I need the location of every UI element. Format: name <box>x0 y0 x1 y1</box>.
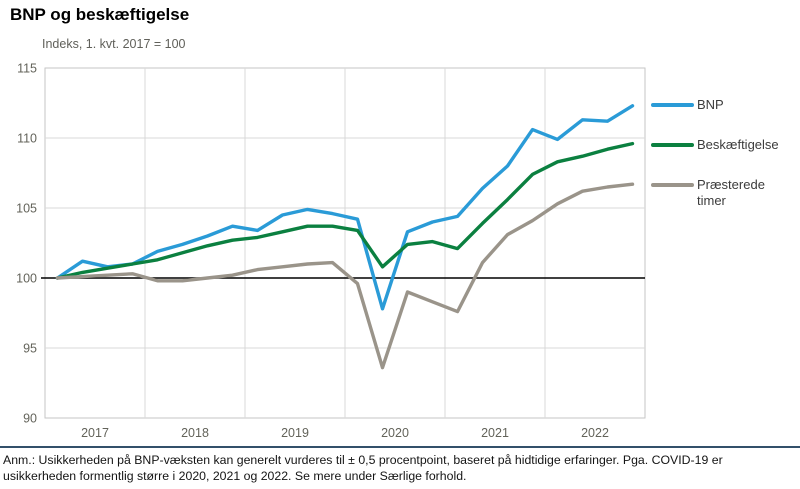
x-tick-label-2020: 2020 <box>381 426 409 440</box>
y-tick-label-115: 115 <box>17 62 37 76</box>
legend-item-praesterede-timer: Præsterede timer <box>651 177 783 209</box>
x-tick-label-2022: 2022 <box>581 426 609 440</box>
y-tick-label-100: 100 <box>16 272 37 286</box>
y-tick-label-95: 95 <box>23 342 37 356</box>
chart-subtitle: Indeks, 1. kvt. 2017 = 100 <box>42 37 186 51</box>
y-tick-label-110: 110 <box>17 132 37 146</box>
page-title: BNP og beskæftigelse <box>10 5 190 24</box>
y-tick-label-90: 90 <box>23 412 37 426</box>
footer-divider <box>0 446 800 448</box>
legend-item-bnp: BNP <box>651 97 783 113</box>
chart-svg: 90 95 100 105 110 115 2017 2018 2019 2020 2021 2022 <box>16 62 646 440</box>
bnp-line-swatch <box>651 103 694 107</box>
legend-label-praesterede-timer: Præsterede timer <box>697 177 765 208</box>
x-tick-label-2019: 2019 <box>281 426 309 440</box>
legend-label-beskaeftigelse: Beskæftigelse <box>697 137 779 152</box>
x-tick-label-2018: 2018 <box>181 426 209 440</box>
series-line-1 <box>55 141 635 280</box>
beskaeftigelse-line-swatch <box>651 143 694 147</box>
y-tick-label-105: 105 <box>16 202 37 216</box>
footnote-line-2: er usikkerheden formentlig større i 2020… <box>3 453 723 483</box>
series-line-2 <box>55 182 635 370</box>
legend-item-beskaeftigelse: Beskæftigelse <box>651 137 783 153</box>
praesterede-timer-line-swatch <box>651 183 694 187</box>
chart-footnote: Anm.: Usikkerheden på BNP-væksten kan ge… <box>3 453 798 484</box>
chart-legend: BNP Beskæftigelse Præsterede timer <box>651 97 783 233</box>
x-tick-label-2021: 2021 <box>481 426 509 440</box>
x-tick-label-2017: 2017 <box>81 426 109 440</box>
legend-label-bnp: BNP <box>697 97 724 112</box>
series-line-0 <box>55 104 635 311</box>
footnote-line-1: Anm.: Usikkerheden på BNP-væksten kan ge… <box>3 453 709 467</box>
